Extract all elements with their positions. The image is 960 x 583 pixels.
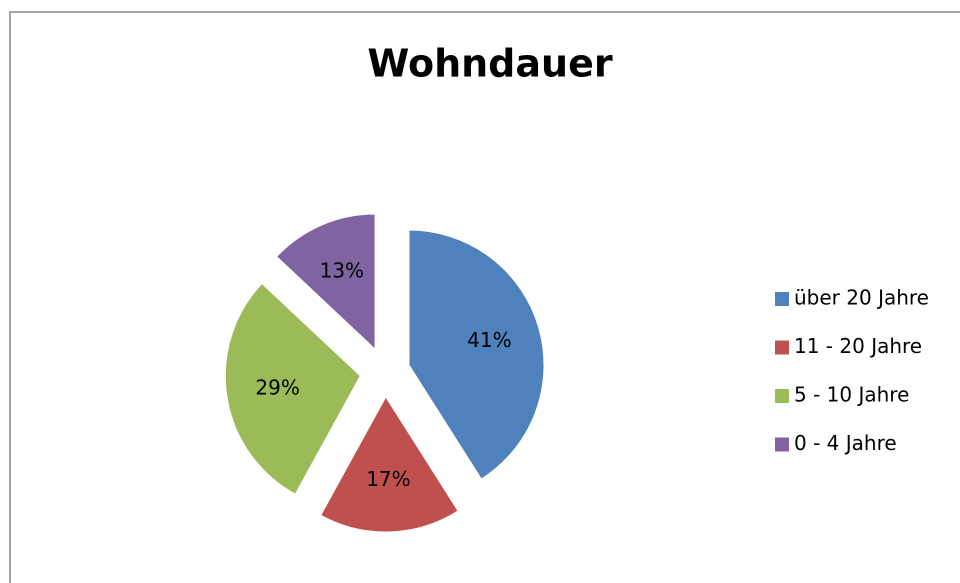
pie-slice bbox=[320, 396, 459, 533]
data-label: 13% bbox=[320, 259, 364, 283]
pie-slice bbox=[408, 229, 545, 480]
legend-label: über 20 Jahre bbox=[794, 286, 929, 310]
pie-slice bbox=[224, 282, 361, 495]
legend-label: 11 - 20 Jahre bbox=[794, 334, 922, 358]
legend-label: 5 - 10 Jahre bbox=[794, 383, 909, 407]
data-label: 17% bbox=[366, 467, 410, 491]
data-label: 41% bbox=[467, 328, 511, 352]
data-label: 29% bbox=[255, 376, 299, 400]
legend-swatch bbox=[775, 389, 789, 403]
legend-label: 0 - 4 Jahre bbox=[794, 431, 897, 455]
legend-swatch bbox=[775, 292, 789, 306]
legend-swatch bbox=[775, 437, 789, 452]
chart-title: Wohndauer bbox=[367, 42, 612, 86]
legend-swatch bbox=[775, 340, 789, 355]
pie-slice bbox=[275, 213, 376, 351]
